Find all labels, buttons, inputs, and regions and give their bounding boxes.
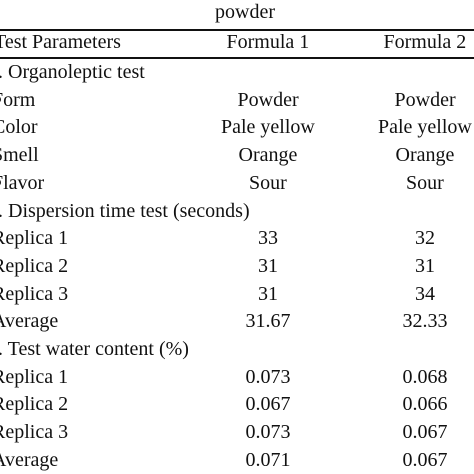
cell: 31.67 <box>245 310 291 333</box>
cell: 33 <box>258 227 278 250</box>
row-label: Replica 1 <box>0 365 69 388</box>
cell: 31 <box>258 254 278 277</box>
cell: Sour <box>406 171 444 194</box>
cell: Pale yellow <box>221 116 315 139</box>
row-label: Replica 1 <box>0 227 69 250</box>
cell: 32.33 <box>402 310 448 333</box>
section-label: 1. Organoleptic test <box>0 61 145 83</box>
row-label: Replica 2 <box>0 254 69 277</box>
cell: 32 <box>415 227 435 250</box>
header-cell: Formula 1 <box>226 31 310 53</box>
cell: 0.071 <box>245 448 291 471</box>
row-label: Color <box>0 116 38 139</box>
section-label: 2. Dispersion time test (seconds) <box>0 199 250 222</box>
cell: Sour <box>249 171 287 194</box>
row-label: Flavor <box>0 171 45 194</box>
cell: 0.073 <box>245 421 291 444</box>
row-label: Replica 2 <box>0 393 69 416</box>
cell: Powder <box>394 88 456 111</box>
cell: 0.067 <box>402 421 448 444</box>
row-label: Average <box>0 448 59 471</box>
header-cell: Test Parameters <box>0 31 121 53</box>
cell: Orange <box>395 144 455 167</box>
cell: 0.067 <box>245 393 291 416</box>
row-label: Replica 3 <box>0 282 69 305</box>
caption: powder <box>215 1 275 23</box>
cell: Pale yellow <box>378 116 472 139</box>
section-label: 3. Test water content (%) <box>0 338 189 360</box>
cell: 31 <box>415 254 435 277</box>
row-label: Form <box>0 88 36 111</box>
cell: 34 <box>415 282 435 305</box>
cell: Orange <box>238 144 298 167</box>
cell: 0.067 <box>402 448 448 471</box>
cell: 31 <box>258 282 278 305</box>
row-label: Average <box>0 310 59 333</box>
cell: Powder <box>237 88 299 111</box>
header-rule <box>0 57 474 59</box>
header-cell: Formula 2 <box>383 31 467 53</box>
cell: 0.073 <box>245 365 291 388</box>
cell: 0.068 <box>402 365 448 388</box>
cell: 0.066 <box>402 393 448 416</box>
top-rule <box>0 29 474 31</box>
row-label: Replica 3 <box>0 421 69 444</box>
row-label: Smell <box>0 144 39 167</box>
